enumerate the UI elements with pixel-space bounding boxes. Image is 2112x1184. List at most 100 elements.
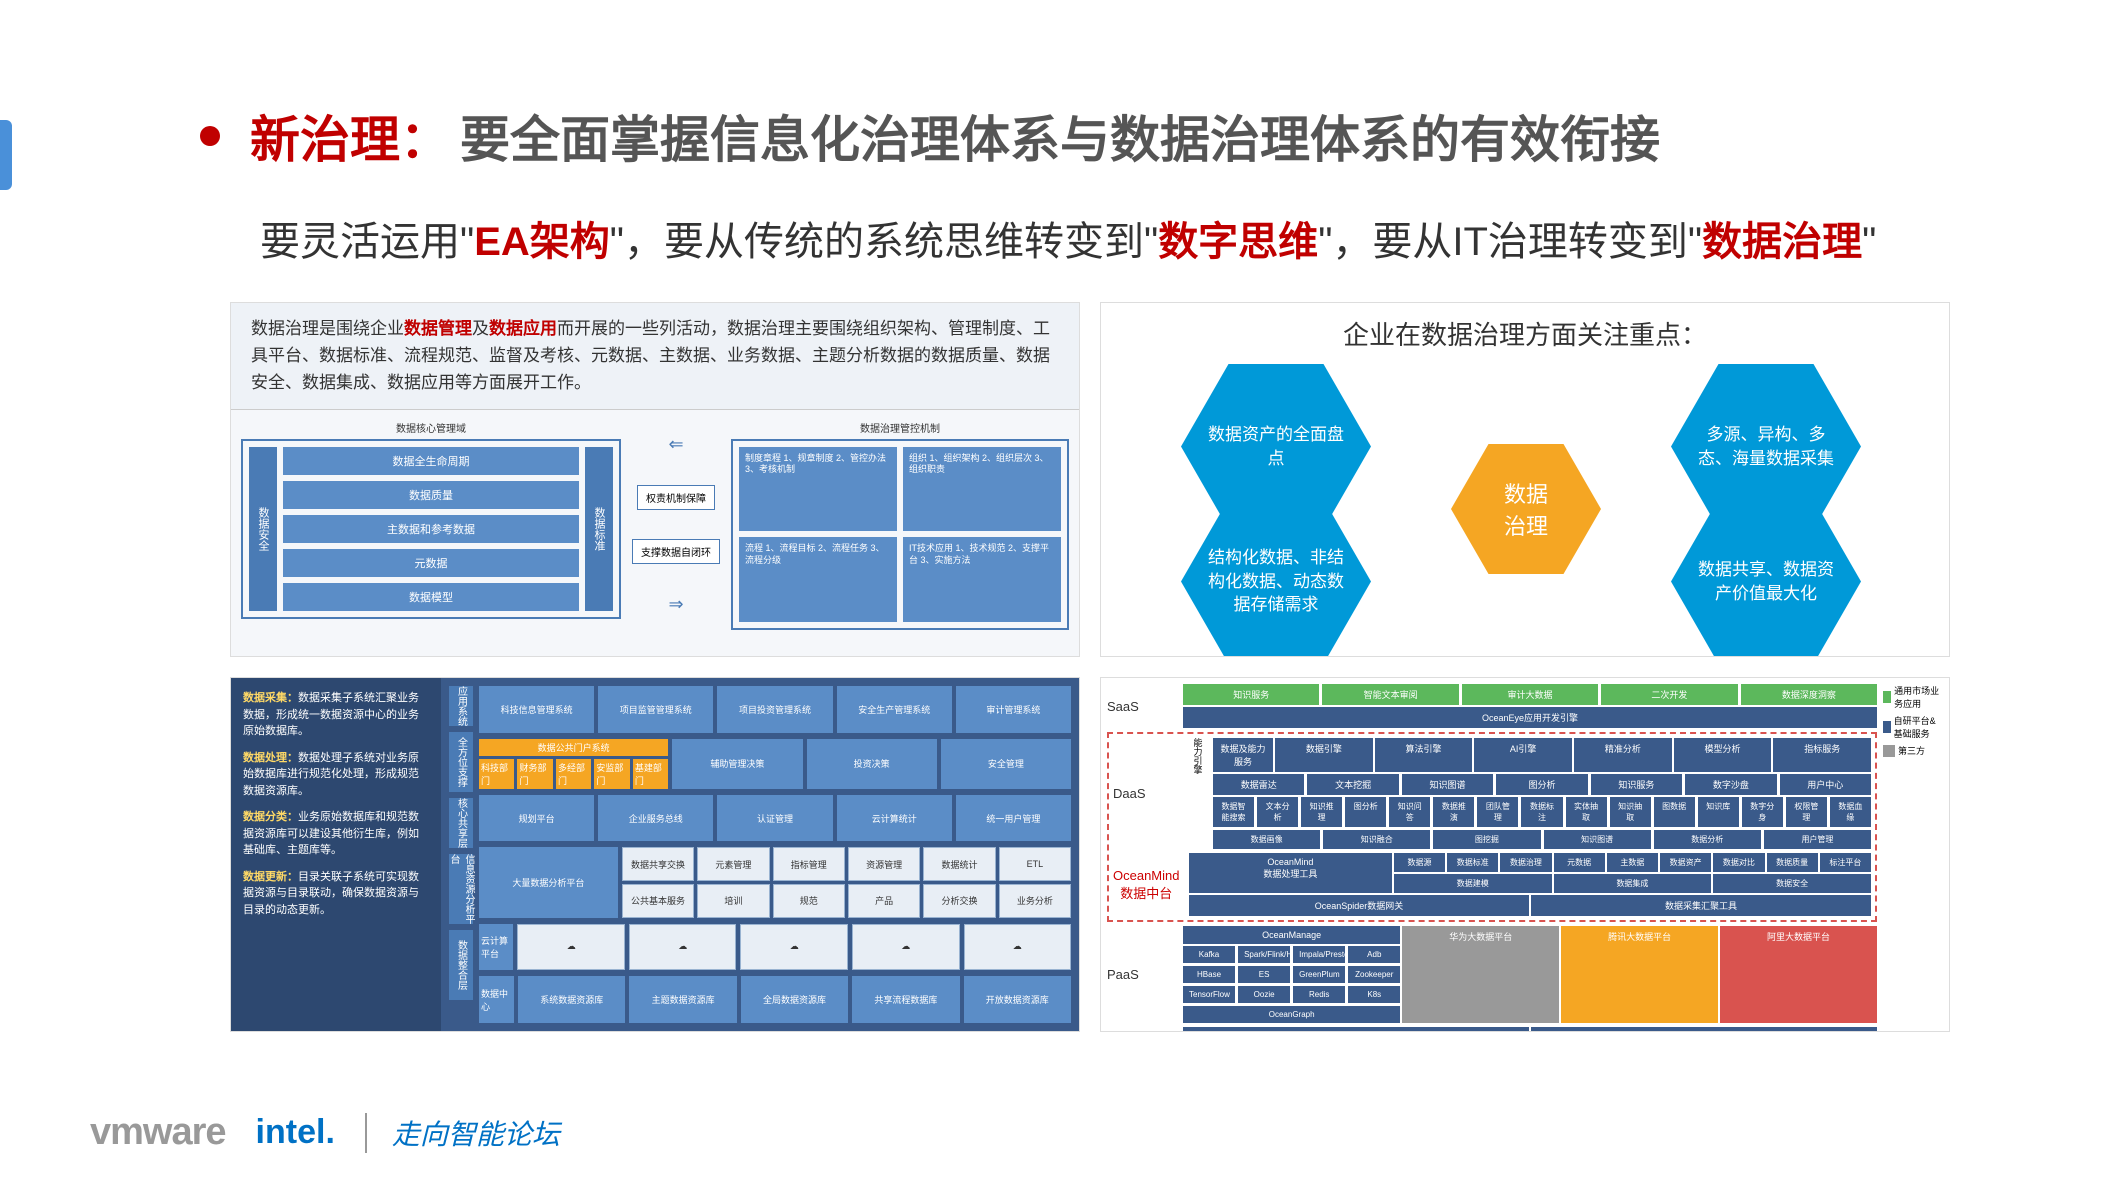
p1-vbar-standard: 数据标准 (585, 447, 613, 611)
p1-left-header: 数据核心管理域 (241, 420, 621, 435)
p1-left-group: 数据安全 数据全生命周期 数据质量 主数据和参考数据 元数据 数据模型 数据标准 (241, 439, 621, 619)
p3-cell: 基建部门 (633, 759, 668, 789)
hex-storage: 结构化数据、非结构化数据、动态数据存储需求 (1181, 499, 1371, 657)
p3-cell: 安监部门 (594, 759, 629, 789)
p4-box: 数据血缘 (1830, 797, 1871, 827)
p4-box: 智能文本审阅 (1322, 684, 1458, 705)
p4-box: 数据资产 (1660, 853, 1711, 872)
p4-box: Zookeeper (1348, 966, 1400, 983)
p1-box: 主数据和参考数据 (283, 515, 579, 543)
p3-cell: 项目监管管理系统 (598, 686, 713, 733)
p4-box: 数据质量 (1767, 853, 1818, 872)
p3-cell: 共享流程数据库 (852, 976, 959, 1023)
slide: 新治理： 要全面掌握信息化治理体系与数据治理体系的有效衔接 要灵活运用"EA架构… (0, 0, 2112, 1184)
panel-architecture: 数据采集：数据采集子系统汇聚业务数据，形成统一数据资源中心的业务原始数据库。 数… (230, 677, 1080, 1032)
p4-box: 腾讯大数据平台 (1561, 926, 1718, 1023)
panel1-diagram: 数据核心管理域 数据安全 数据全生命周期 数据质量 主数据和参考数据 元数据 数… (231, 410, 1079, 640)
p3-cell: 规划平台 (479, 795, 594, 842)
p4-label: SaaS (1107, 684, 1177, 728)
p4-box: 权限管理 (1786, 797, 1827, 827)
p4-box: K8s (1348, 986, 1400, 1003)
p4-box: 实体抽取 (1566, 797, 1607, 827)
sub-t3: "，要从IT治理转变到" (1318, 220, 1702, 264)
hex-text: 结构化数据、非结构化数据、动态数据存储需求 (1201, 546, 1351, 617)
cloud-icon: ☁ (740, 924, 848, 971)
p4-box: Spark/Flink/Hive (1238, 946, 1290, 963)
p4-box: 模型分析 (1674, 738, 1772, 772)
panels-grid: 数据治理是围绕企业数据管理及数据应用而开展的一些列活动，数据治理主要围绕组织架构… (230, 302, 1962, 1032)
hex-text: 数据共享、数据资产价值最大化 (1691, 558, 1841, 606)
p3-rows: 科技信息管理系统 项目监管管理系统 项目投资管理系统 安全生产管理系统 审计管理… (479, 686, 1071, 1023)
p3-vcol: 核心共享层 (449, 798, 473, 848)
bullet-icon (200, 126, 220, 146)
p3-cell: 业务分析 (999, 884, 1071, 918)
p4-box: 数据对比 (1713, 853, 1764, 872)
p3-hd: 数据更新： (243, 871, 298, 883)
p3-row: 规划平台 企业服务总线 认证管理 云计算统计 统一用户管理 (479, 795, 1071, 842)
p3-cell: 财务部门 (517, 759, 552, 789)
p4-box: 标注平台 (1820, 853, 1871, 872)
p4-box: Impala/Presto (1293, 946, 1345, 963)
legend-swatch (1883, 745, 1895, 757)
p4-daas-row: DaaS 能力引擎 数据及能力服务 数据引擎 算法引擎 AI引擎 精准分析 模型… (1113, 738, 1871, 849)
footer-text: 走向智能论坛 (365, 1113, 560, 1153)
p3-cell: 投资决策 (807, 739, 937, 789)
p3-vcol: 应用系统 (449, 686, 473, 726)
p1-rbox: 流程 1、流程目标 2、流程任务 3、流程分级 (739, 537, 897, 622)
p3-cell: 企业服务总线 (598, 795, 713, 842)
p4-box: 数据及能力服务 (1213, 738, 1273, 772)
title-black: 要全面掌握信息化治理体系与数据治理体系的有效衔接 (460, 100, 1660, 172)
p4-label-red: OceanMind 数据中台 (1113, 853, 1183, 916)
p3-cell: 主题数据资源库 (629, 976, 736, 1023)
title-line: 新治理： 要全面掌握信息化治理体系与数据治理体系的有效衔接 (200, 100, 1962, 172)
p4-box: ES (1238, 966, 1290, 983)
title-red: 新治理： (250, 100, 450, 172)
p1-r2: 数据应用 (489, 319, 557, 338)
legend-item: 通用市场业务应用 (1883, 684, 1943, 710)
p1-arrows: ⇐ 权责机制保障 支撑数据自闭环 ⇒ (631, 420, 721, 630)
p3-vcol: 数据整合层 (449, 930, 473, 1000)
p4-box: 数据智能搜索 (1213, 797, 1254, 827)
p4-daas-sub: 数据智能搜索文本分析知识推理图分析知识问答数据推演团队管理数据标注实体抽取知识抽… (1213, 797, 1871, 849)
p4-box: 数据集成 (1554, 874, 1712, 893)
p4-box: 数据源 (1394, 853, 1445, 872)
p3-cell: 指标管理 (773, 847, 845, 881)
hex-center: 数据 治理 (1451, 444, 1601, 574)
legend-label: 自研平台&基础服务 (1894, 714, 1943, 740)
p4-box: 审计大数据 (1462, 684, 1598, 705)
p3-row: 科技信息管理系统 项目监管管理系统 项目投资管理系统 安全生产管理系统 审计管理… (479, 686, 1071, 733)
p3-hd: 数据采集： (243, 692, 298, 704)
hex-text: 数据资产的全面盘点 (1201, 423, 1351, 471)
p4-box: 文本挖掘 (1307, 774, 1398, 795)
p4-box: GreenPlum (1293, 966, 1345, 983)
p4-box: OceanManage (1183, 926, 1400, 944)
p4-om-items: 数据源数据标准数据治理元数据主数据数据资产数据对比数据质量标注平台数据建模数据集… (1394, 853, 1871, 893)
p4-label: PaaS (1107, 926, 1177, 1023)
panel1-text: 数据治理是围绕企业数据管理及数据应用而开展的一些列活动，数据治理主要围绕组织架构… (231, 303, 1079, 410)
p4-box: 数据引擎 (1275, 738, 1373, 772)
p4-box: 元数据 (1554, 853, 1605, 872)
p4-daas-section: DaaS 能力引擎 数据及能力服务 数据引擎 算法引擎 AI引擎 精准分析 模型… (1107, 732, 1877, 922)
p4-label: DaaS (1113, 738, 1183, 849)
p4-box: 数据采集汇聚工具 (1531, 895, 1871, 916)
legend-swatch (1883, 721, 1891, 733)
p4-box: Kafka (1183, 946, 1235, 963)
p4-box: 算法引擎 (1375, 738, 1473, 772)
panel2-body: 数据资产的全面盘点 多源、异构、多态、海量数据采集 结构化数据、非结构化数据、动… (1101, 364, 1949, 657)
hex-center-text: 数据 治理 (1504, 477, 1548, 541)
sub-t4: " (1862, 220, 1876, 264)
p4-box: 知识抽取 (1610, 797, 1651, 827)
p3-cell: 资源管理 (848, 847, 920, 881)
p3-cell: 辅助管理决策 (672, 739, 802, 789)
p3-row: 大量数据分析平台 数据共享交换 元素管理 指标管理 资源管理 数据统计 ETL (479, 847, 1071, 917)
p4-box: OceanEye应用开发引擎 (1183, 707, 1877, 728)
p3-cell: 项目投资管理系统 (717, 686, 832, 733)
p4-box: 数据标注 (1521, 797, 1562, 827)
p4-label: IaaS (1107, 1027, 1177, 1032)
p3-row: 云计算平台 ☁ ☁ ☁ ☁ ☁ (479, 924, 1071, 971)
p4-box: HBase (1183, 966, 1235, 983)
p3-vcol: 信息资源分析平台 (449, 854, 473, 924)
cloud-icon: ☁ (852, 924, 960, 971)
p3-cell: 云计算统计 (837, 795, 952, 842)
p3-cell: 分析交换 (923, 884, 995, 918)
